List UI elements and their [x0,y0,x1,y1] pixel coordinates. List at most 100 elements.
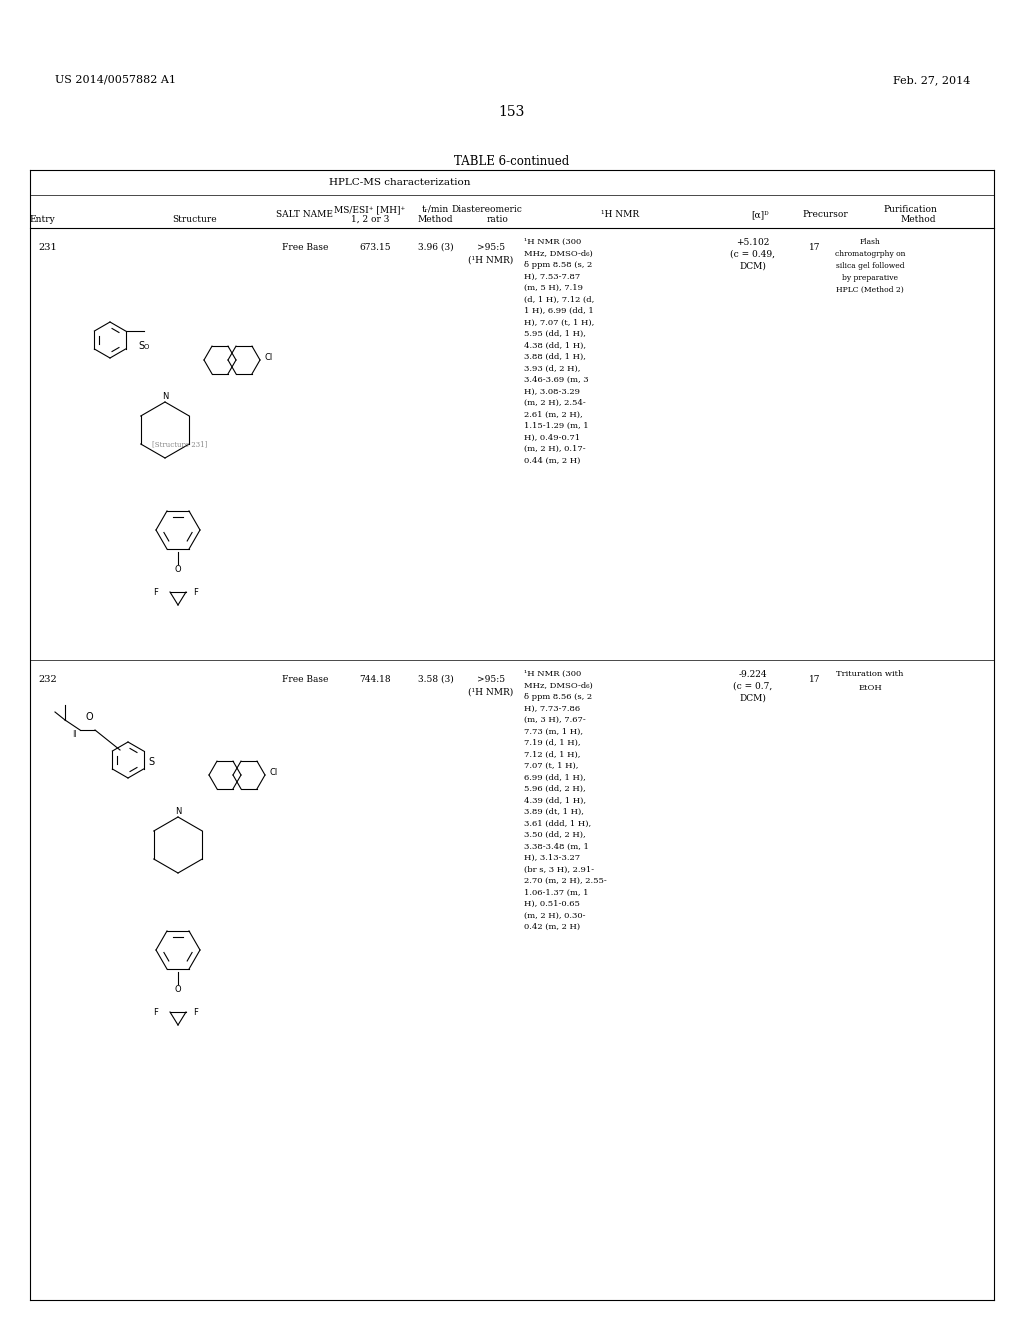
Text: 744.18: 744.18 [359,675,391,684]
Text: silica gel followed: silica gel followed [836,261,904,271]
Text: 5.95 (dd, 1 H),: 5.95 (dd, 1 H), [524,330,586,338]
Text: >95:5: >95:5 [477,675,505,684]
Text: 3.89 (dt, 1 H),: 3.89 (dt, 1 H), [524,808,584,816]
Text: 3.46-3.69 (m, 3: 3.46-3.69 (m, 3 [524,376,589,384]
Text: 7.73 (m, 1 H),: 7.73 (m, 1 H), [524,727,583,735]
Text: 7.12 (d, 1 H),: 7.12 (d, 1 H), [524,751,581,759]
Text: 6.99 (dd, 1 H),: 6.99 (dd, 1 H), [524,774,586,781]
Text: (br s, 3 H), 2.91-: (br s, 3 H), 2.91- [524,866,594,874]
Text: (m, 3 H), 7.67-: (m, 3 H), 7.67- [524,715,586,723]
Text: MHz, DMSO-d₆): MHz, DMSO-d₆) [524,249,593,257]
Text: Flash: Flash [859,238,881,246]
Text: F: F [153,587,158,597]
Text: H), 7.53-7.87: H), 7.53-7.87 [524,272,581,281]
Text: H), 7.07 (t, 1 H),: H), 7.07 (t, 1 H), [524,318,594,326]
Text: 3.38-3.48 (m, 1: 3.38-3.48 (m, 1 [524,842,589,850]
Text: 2.61 (m, 2 H),: 2.61 (m, 2 H), [524,411,583,418]
Text: TABLE 6-continued: TABLE 6-continued [455,154,569,168]
Text: (¹H NMR): (¹H NMR) [468,688,514,697]
Text: ratio: ratio [487,215,509,224]
Text: N: N [162,392,168,401]
Text: Cl: Cl [269,768,279,777]
Text: 3.50 (dd, 2 H),: 3.50 (dd, 2 H), [524,832,586,840]
Text: F: F [193,1008,198,1016]
Text: H), 0.51-0.65: H), 0.51-0.65 [524,900,580,908]
Text: Method: Method [900,215,936,224]
Text: Diastereomeric: Diastereomeric [452,205,522,214]
Text: S: S [148,756,155,767]
Text: HPLC-MS characterization: HPLC-MS characterization [330,178,471,187]
Text: 1 H), 6.99 (dd, 1: 1 H), 6.99 (dd, 1 [524,308,594,315]
Text: DCM): DCM) [739,261,766,271]
Text: H), 3.08-3.29: H), 3.08-3.29 [524,388,580,396]
Text: H), 7.73-7.86: H), 7.73-7.86 [524,705,581,713]
Text: MHz, DMSO-d₆): MHz, DMSO-d₆) [524,681,593,689]
Text: [α]ᴰ: [α]ᴰ [752,210,769,219]
Text: δ ppm 8.58 (s, 2: δ ppm 8.58 (s, 2 [524,261,592,269]
Text: S: S [138,341,144,351]
Text: 2.70 (m, 2 H), 2.55-: 2.70 (m, 2 H), 2.55- [524,876,607,884]
Text: 17: 17 [809,243,821,252]
Text: δ ppm 8.56 (s, 2: δ ppm 8.56 (s, 2 [524,693,592,701]
Text: Free Base: Free Base [282,243,328,252]
Text: O: O [175,985,181,994]
Text: Structure: Structure [173,215,217,224]
Text: ¹H NMR: ¹H NMR [601,210,639,219]
Text: ¹H NMR (300: ¹H NMR (300 [524,671,582,678]
Text: EtOH: EtOH [858,684,882,692]
Text: -9.224: -9.224 [738,671,767,678]
Text: F: F [193,587,198,597]
Text: ¹H NMR (300: ¹H NMR (300 [524,238,582,246]
Text: 3.88 (dd, 1 H),: 3.88 (dd, 1 H), [524,352,586,360]
Text: Trituration with: Trituration with [837,671,904,678]
Text: Cl: Cl [265,352,273,362]
Text: 4.39 (dd, 1 H),: 4.39 (dd, 1 H), [524,796,586,804]
Text: Free Base: Free Base [282,675,328,684]
Text: N: N [175,808,181,816]
Text: by preparative: by preparative [842,275,898,282]
Text: 4.38 (dd, 1 H),: 4.38 (dd, 1 H), [524,342,586,350]
Text: Purification: Purification [883,205,937,214]
Text: +5.102: +5.102 [736,238,770,247]
Text: DCM): DCM) [739,694,766,704]
Text: 3.93 (d, 2 H),: 3.93 (d, 2 H), [524,364,581,372]
Text: 7.07 (t, 1 H),: 7.07 (t, 1 H), [524,762,579,770]
Text: (c = 0.7,: (c = 0.7, [733,682,773,690]
Text: F: F [153,1008,158,1016]
Text: US 2014/0057882 A1: US 2014/0057882 A1 [55,75,176,84]
Text: Method: Method [417,215,453,224]
Text: 153: 153 [499,106,525,119]
Text: HPLC (Method 2): HPLC (Method 2) [837,286,904,294]
Text: ||: || [72,730,77,737]
Text: H), 0.49-0.71: H), 0.49-0.71 [524,433,581,441]
Text: 3.61 (ddd, 1 H),: 3.61 (ddd, 1 H), [524,820,591,828]
Text: 1, 2 or 3: 1, 2 or 3 [351,215,389,224]
Text: MS/ESI⁺ [MH]⁺: MS/ESI⁺ [MH]⁺ [335,205,406,214]
Text: tᵣ/min: tᵣ/min [421,205,449,214]
Text: O: O [143,345,148,350]
Text: 0.44 (m, 2 H): 0.44 (m, 2 H) [524,457,581,465]
Text: 1.15-1.29 (m, 1: 1.15-1.29 (m, 1 [524,422,589,430]
Text: 3.96 (3): 3.96 (3) [418,243,454,252]
Text: >95:5: >95:5 [477,243,505,252]
Text: O: O [175,565,181,574]
Text: (c = 0.49,: (c = 0.49, [730,249,775,259]
Text: 3.58 (3): 3.58 (3) [418,675,454,684]
Text: (m, 2 H), 0.17-: (m, 2 H), 0.17- [524,445,586,453]
Text: (d, 1 H), 7.12 (d,: (d, 1 H), 7.12 (d, [524,296,594,304]
Text: (m, 5 H), 7.19: (m, 5 H), 7.19 [524,284,583,292]
Text: Feb. 27, 2014: Feb. 27, 2014 [893,75,970,84]
Text: (m, 2 H), 2.54-: (m, 2 H), 2.54- [524,399,586,407]
Text: 231: 231 [39,243,57,252]
Text: (¹H NMR): (¹H NMR) [468,256,514,265]
Text: SALT NAME: SALT NAME [276,210,334,219]
Text: Entry: Entry [29,215,55,224]
Text: 7.19 (d, 1 H),: 7.19 (d, 1 H), [524,739,581,747]
Text: chromatogrphy on: chromatogrphy on [835,249,905,257]
Text: 5.96 (dd, 2 H),: 5.96 (dd, 2 H), [524,785,586,793]
Text: 17: 17 [809,675,821,684]
Text: 232: 232 [39,675,57,684]
Text: (m, 2 H), 0.30-: (m, 2 H), 0.30- [524,912,586,920]
Text: 673.15: 673.15 [359,243,391,252]
Text: 0.42 (m, 2 H): 0.42 (m, 2 H) [524,923,581,931]
